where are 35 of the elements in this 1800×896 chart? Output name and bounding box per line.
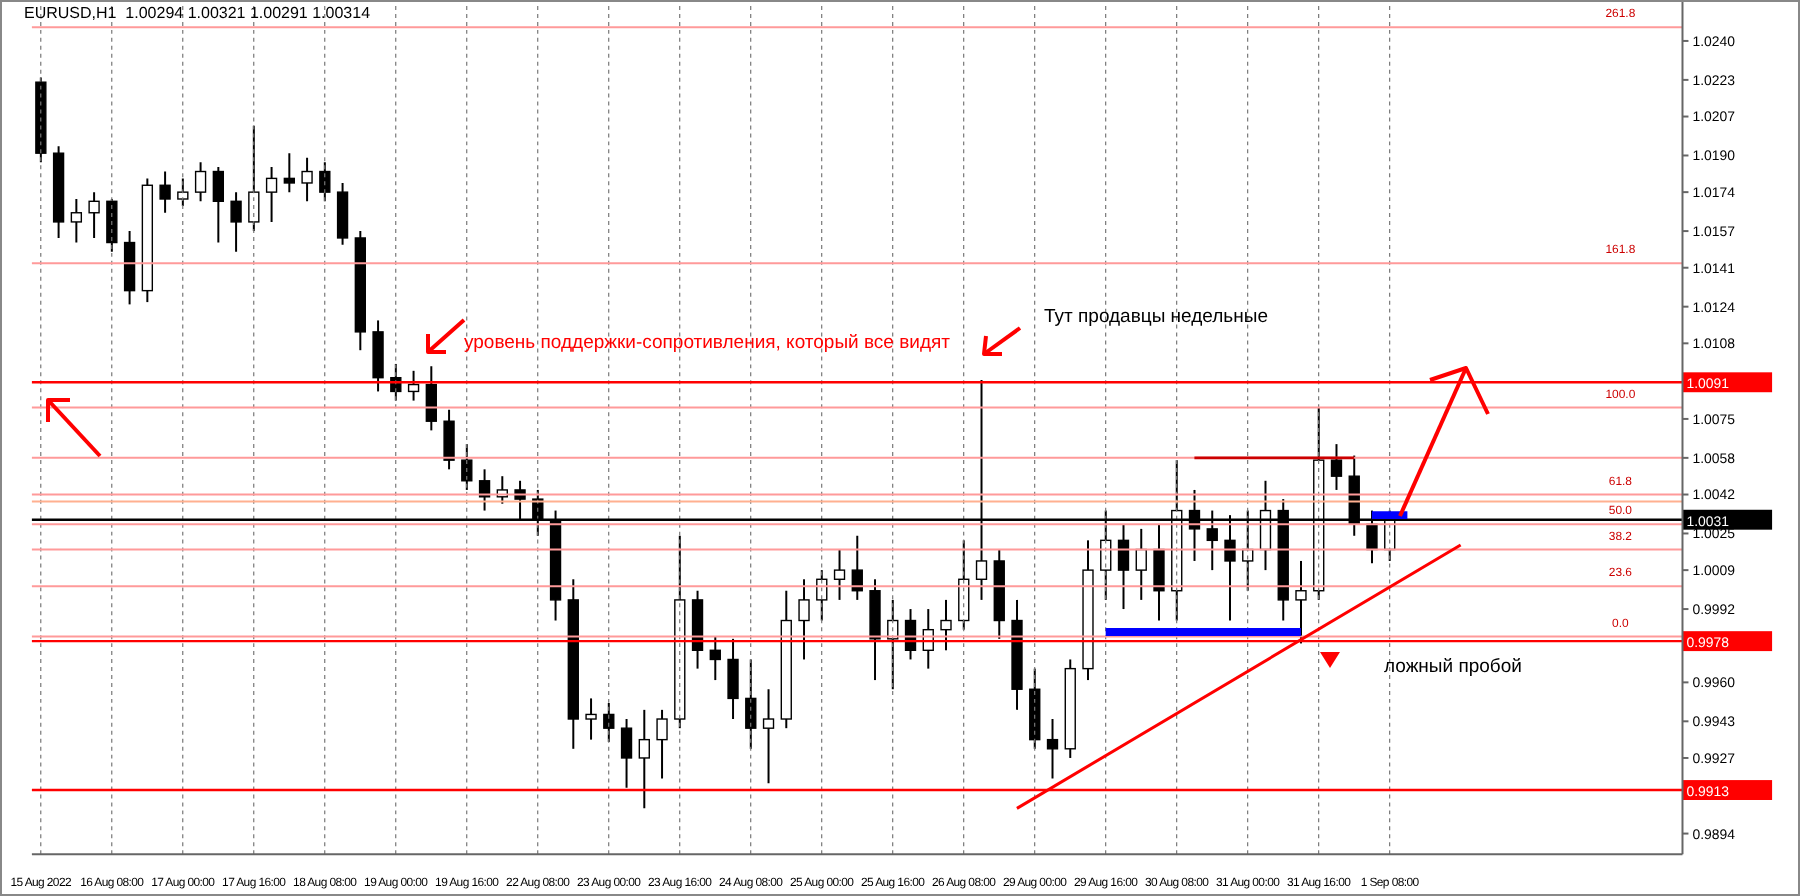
candlestick (709, 635, 721, 682)
candlestick (940, 598, 952, 652)
candlestick (620, 718, 633, 789)
candlestick (88, 191, 100, 239)
candlestick (1330, 443, 1343, 491)
candlestick (407, 369, 420, 402)
candlestick (478, 468, 491, 512)
candlestick (1135, 527, 1147, 601)
candlestick (727, 637, 739, 721)
candlestick (443, 408, 455, 471)
candlestick (762, 688, 775, 785)
candlestick (265, 165, 278, 223)
candlestick (159, 170, 171, 214)
annotation: Тут продавцы недельные (1044, 306, 1268, 328)
candlestick (301, 156, 313, 203)
candlestick (1153, 523, 1165, 622)
candlestick (212, 165, 225, 244)
candlestick (638, 708, 650, 810)
candlestick (833, 548, 846, 601)
candlestick (336, 181, 349, 246)
chart-title: EURUSD,H1 1.00294 1.00321 1.00291 1.00314 (24, 4, 371, 22)
candlestick (372, 319, 384, 393)
candlestick (425, 365, 437, 432)
candlestick (283, 152, 296, 194)
candlestick (194, 161, 207, 203)
candlestick (1295, 559, 1307, 645)
candlestick (798, 578, 810, 661)
annotation: уровень поддержки-сопротивления, который все видят (464, 332, 950, 354)
candlestick (1117, 523, 1130, 611)
annotation: ложный пробой (1384, 656, 1522, 678)
candlestick (1046, 718, 1059, 780)
candlestick (70, 198, 83, 244)
candlestick (230, 191, 242, 253)
candlestick (656, 708, 668, 780)
candlestick (585, 697, 597, 741)
